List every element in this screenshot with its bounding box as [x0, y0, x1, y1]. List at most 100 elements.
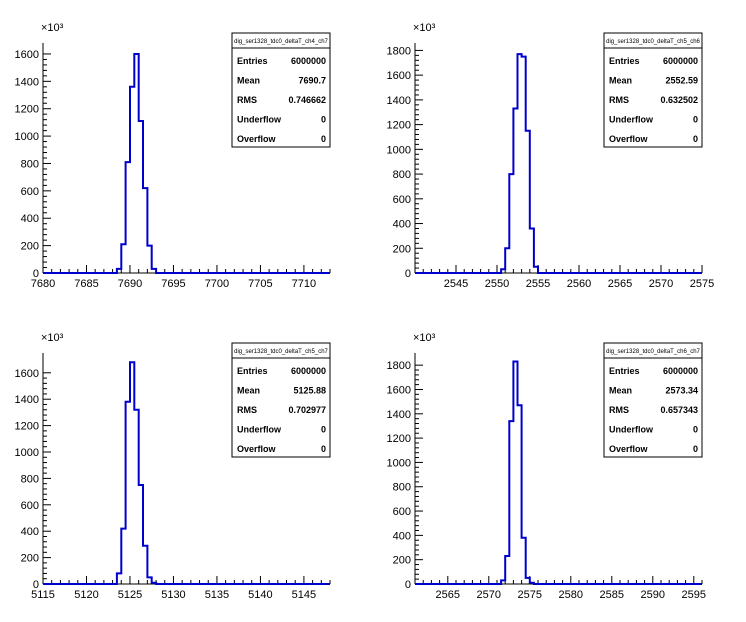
- histogram-bin: [147, 577, 151, 584]
- stats-value-mean: 7690.7: [298, 76, 326, 86]
- y-tick-label: 600: [21, 500, 39, 512]
- y-tick-label: 1200: [387, 120, 411, 132]
- x-tick-label: 7695: [161, 278, 185, 290]
- stats-title: dig_ser1328_tdc0_deltaT_ch5_ch6: [606, 39, 700, 45]
- y-tick-label: 1600: [387, 70, 411, 82]
- stats-value-underflow: 0: [321, 115, 326, 125]
- x-tick-label: 5130: [161, 589, 185, 601]
- stats-key-entries: Entries: [237, 366, 268, 376]
- x-tick-label: 5135: [205, 589, 229, 601]
- y-exponent-label: ×10³: [413, 332, 436, 344]
- histogram-bin: [522, 538, 526, 584]
- x-tick-label: 7680: [31, 278, 55, 290]
- histogram-series: [415, 53, 702, 274]
- stats-value-rms: 0.702977: [288, 405, 326, 415]
- stats-key-rms: RMS: [609, 405, 629, 415]
- histogram-bin: [121, 529, 125, 584]
- stats-key-underflow: Underflow: [609, 425, 654, 435]
- y-tick-label: 1400: [387, 95, 411, 107]
- y-tick-label: 1800: [387, 360, 411, 372]
- y-tick-label: 1400: [387, 409, 411, 421]
- x-tick-label: 2560: [567, 278, 591, 290]
- histogram-bin: [509, 174, 513, 273]
- stats-key-overflow: Overflow: [237, 444, 277, 454]
- x-tick-label: 5115: [31, 589, 55, 601]
- stats-value-mean: 5125.88: [293, 386, 326, 396]
- stats-value-overflow: 0: [693, 444, 698, 454]
- stats-value-rms: 0.657343: [660, 405, 698, 415]
- histogram-series: [43, 53, 330, 274]
- histogram-bin: [130, 362, 134, 584]
- y-tick-label: 800: [393, 169, 411, 181]
- stats-value-underflow: 0: [321, 425, 326, 435]
- x-tick-label: 2565: [436, 589, 460, 601]
- histogram-bin: [134, 54, 138, 273]
- stats-key-mean: Mean: [237, 386, 260, 396]
- stats-value-entries: 6000000: [663, 366, 698, 376]
- y-tick-label: 1800: [387, 45, 411, 57]
- stats-key-underflow: Underflow: [609, 115, 654, 125]
- x-tick-label: 7710: [292, 278, 316, 290]
- y-exponent-label: ×10³: [41, 22, 64, 34]
- x-tick-label: 7685: [74, 278, 98, 290]
- x-tick-label: 2575: [690, 278, 714, 290]
- y-tick-label: 1000: [387, 144, 411, 156]
- stats-value-underflow: 0: [693, 425, 698, 435]
- stats-value-entries: 6000000: [291, 56, 326, 66]
- histogram-bin: [534, 267, 538, 273]
- histogram-bin: [522, 57, 526, 273]
- histogram-bin: [505, 248, 509, 273]
- stats-key-entries: Entries: [609, 366, 640, 376]
- histogram-bin: [121, 244, 125, 273]
- stats-value-rms: 0.746662: [288, 95, 326, 105]
- histogram-panel-top-left: 0 200 400 600 800 1000 1200 1400 1600 7680 7685 769…: [15, 22, 331, 290]
- histogram-bin: [117, 573, 121, 584]
- stats-box: [603, 342, 703, 458]
- stats-key-rms: RMS: [237, 405, 257, 415]
- x-tick-label: 2590: [641, 589, 665, 601]
- y-tick-label: 400: [21, 213, 39, 225]
- y-tick-label: 0: [405, 579, 411, 591]
- y-tick-label: 1200: [15, 421, 39, 433]
- histogram-panel-bottom-left: 0 200 400 600 800 1000 1200 1400 1600 5115 5120 512…: [15, 332, 331, 601]
- y-tick-label: 1200: [387, 433, 411, 445]
- y-tick-label: 200: [393, 243, 411, 255]
- stats-key-overflow: Overflow: [609, 134, 649, 144]
- x-tick-label: 2545: [444, 278, 468, 290]
- histogram-bin: [126, 162, 130, 273]
- y-tick-label: 0: [33, 579, 39, 591]
- y-tick-label: 800: [21, 158, 39, 170]
- histogram-panel-bottom-right: 0 200 400 600 800 1000 1200 1400 1600 1800 2565 257…: [387, 332, 707, 601]
- x-tick-label: 2580: [559, 589, 583, 601]
- stats-value-underflow: 0: [693, 115, 698, 125]
- y-tick-label: 200: [393, 555, 411, 567]
- stats-value-mean: 2552.59: [665, 76, 698, 86]
- y-tick-label: 1600: [387, 384, 411, 396]
- y-tick-label: 400: [393, 530, 411, 542]
- stats-value-entries: 6000000: [663, 56, 698, 66]
- histogram-bin: [143, 546, 147, 584]
- stats-value-entries: 6000000: [291, 366, 326, 376]
- stats-key-underflow: Underflow: [237, 425, 282, 435]
- histogram-bin: [152, 583, 156, 584]
- y-tick-label: 1000: [387, 457, 411, 469]
- histogram-bin: [126, 402, 130, 584]
- histogram-bin: [139, 121, 143, 273]
- stats-key-rms: RMS: [237, 95, 257, 105]
- histogram-bin: [501, 580, 505, 584]
- histogram-series: [415, 360, 702, 585]
- y-tick-label: 800: [21, 473, 39, 485]
- x-tick-label: 5140: [248, 589, 272, 601]
- x-tick-label: 5125: [118, 589, 142, 601]
- x-tick-label: 7705: [248, 278, 272, 290]
- x-tick-label: 2585: [600, 589, 624, 601]
- x-tick-label: 2575: [518, 589, 542, 601]
- stats-key-underflow: Underflow: [237, 115, 282, 125]
- histogram-bin: [130, 87, 134, 273]
- stats-key-mean: Mean: [609, 76, 632, 86]
- histogram-bin: [147, 246, 151, 273]
- x-tick-label: 2555: [526, 278, 550, 290]
- histogram-bin: [134, 410, 138, 584]
- y-tick-label: 1400: [15, 76, 39, 88]
- y-tick-label: 0: [405, 268, 411, 280]
